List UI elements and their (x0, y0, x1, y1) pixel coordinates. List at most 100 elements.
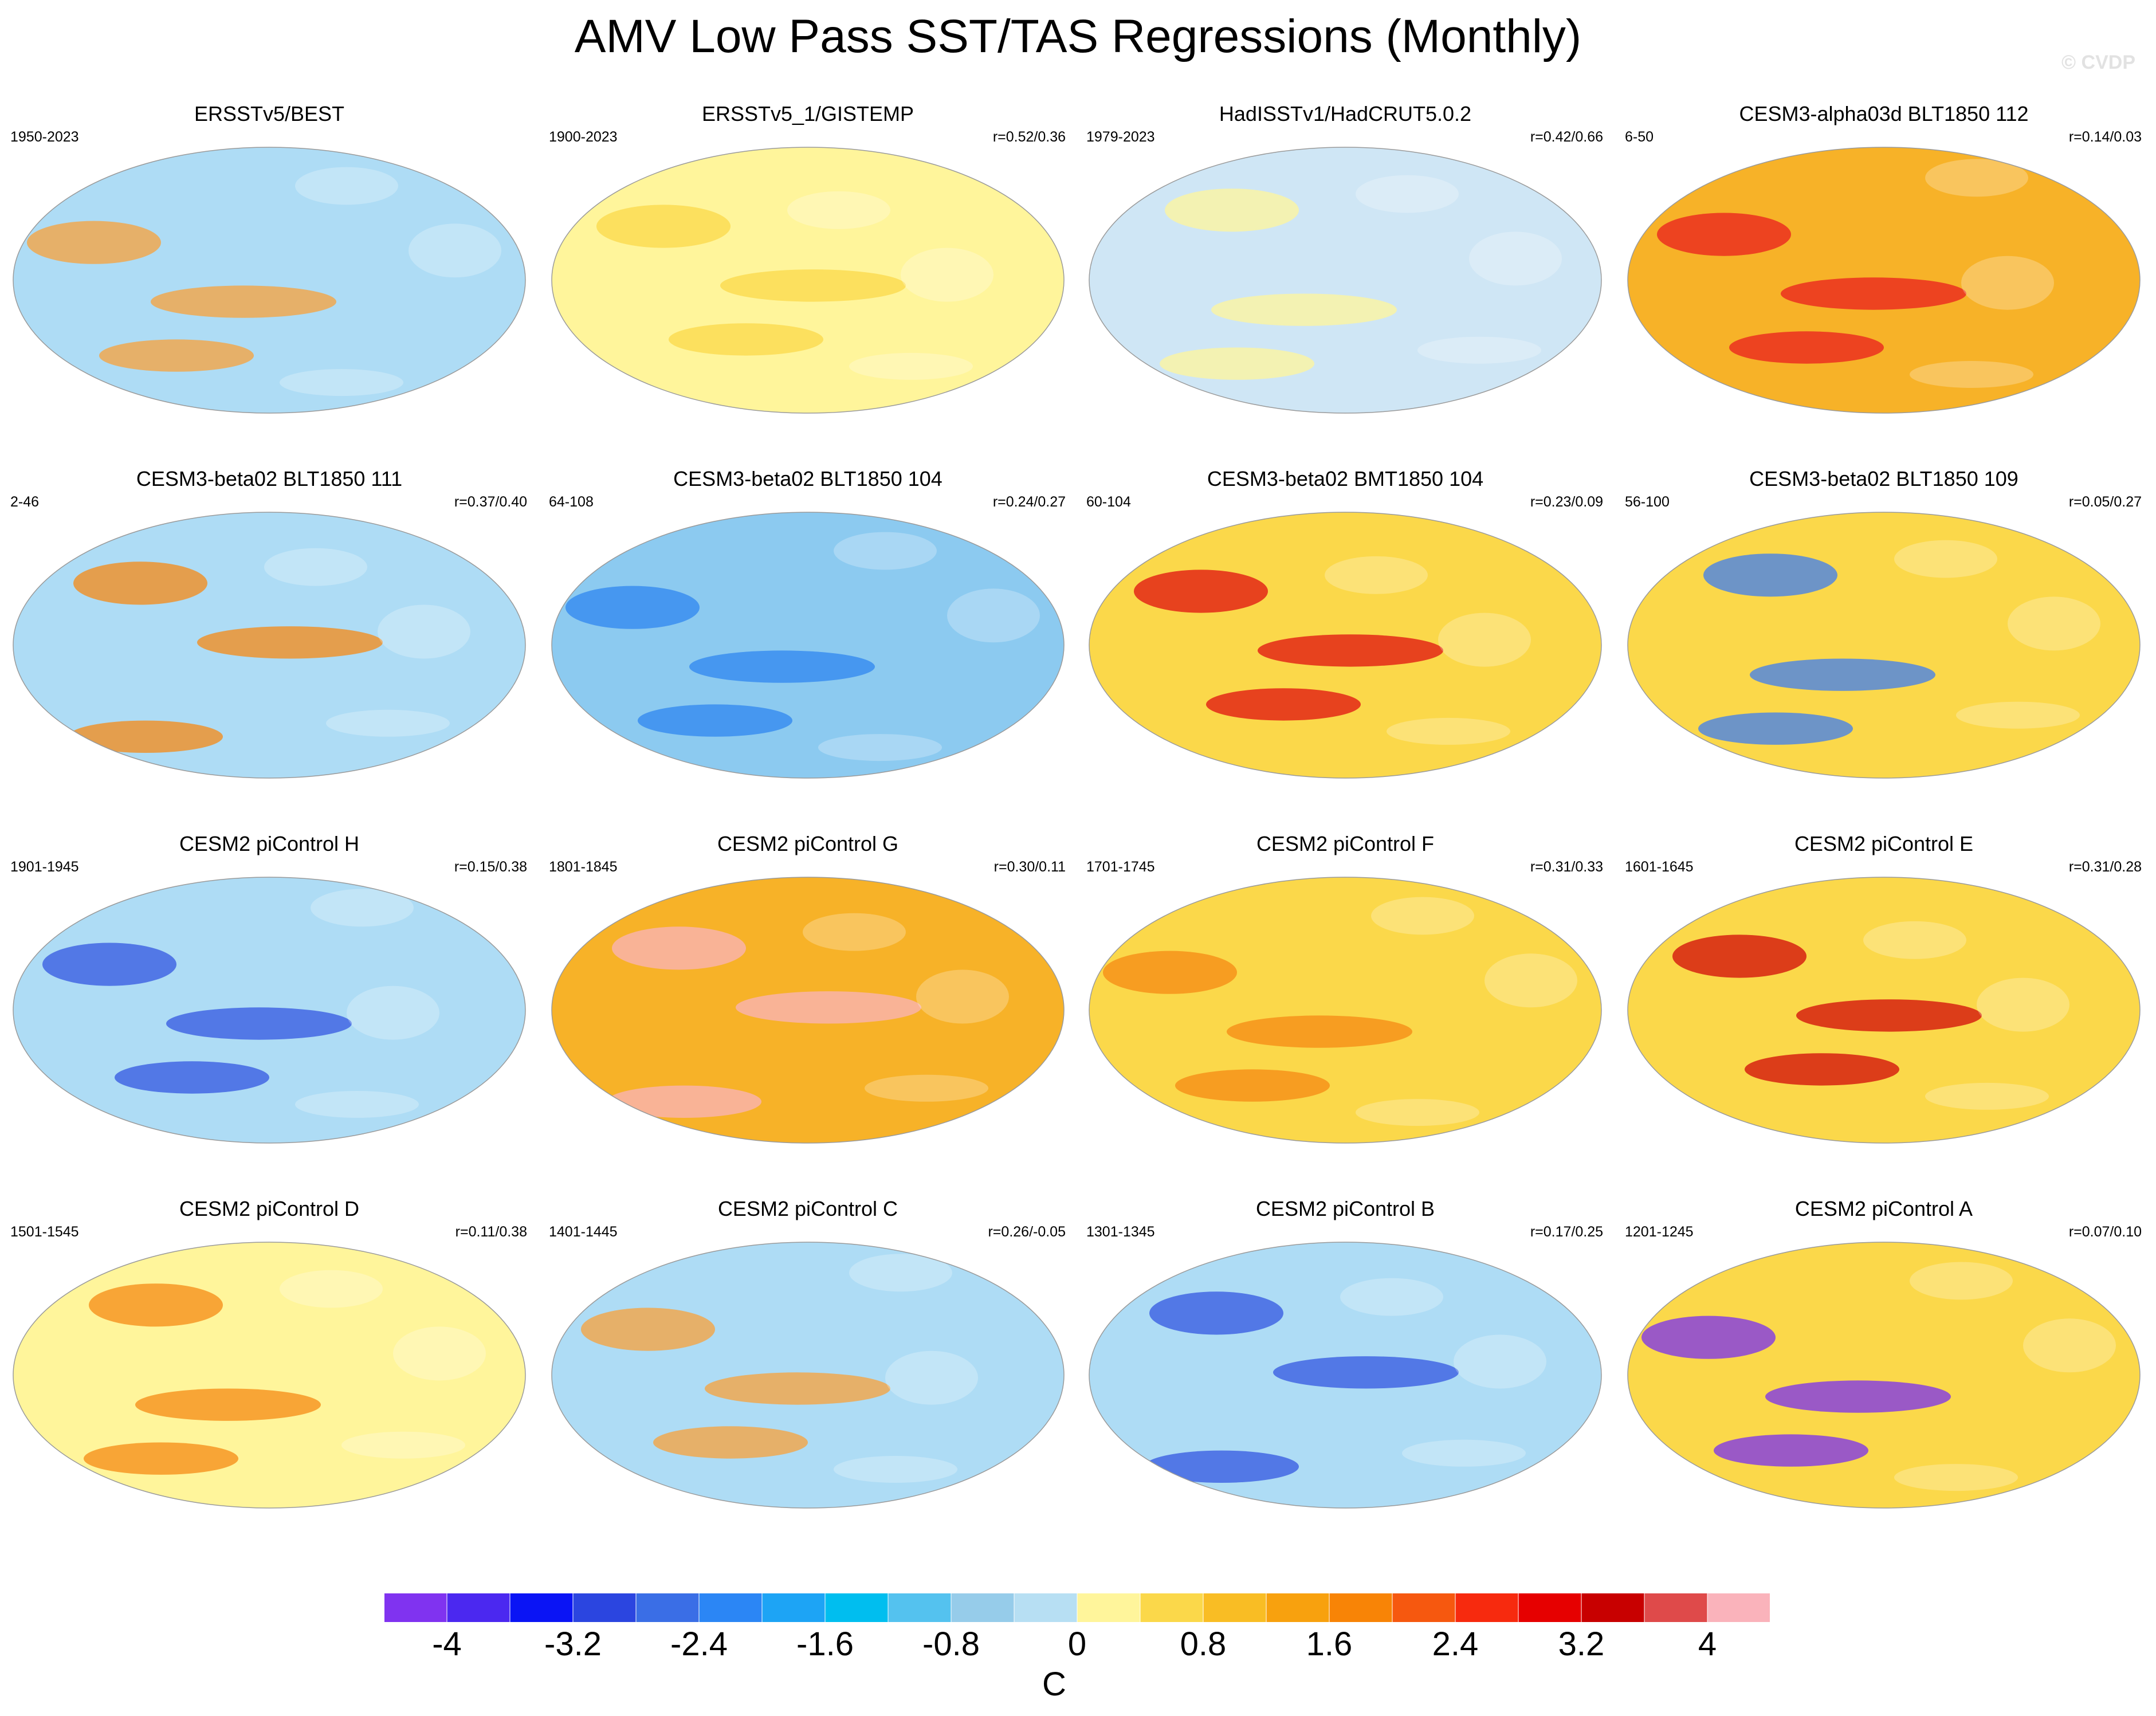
anomaly-blob (916, 969, 1009, 1024)
anomaly-blob (1227, 1015, 1412, 1048)
map-background (552, 512, 1064, 778)
map-outline (13, 512, 526, 779)
map-panel: CESM2 piControl E 1601-1645 r=0.31/0.28 (1615, 832, 2153, 1199)
map-panel: CESM3-beta02 BLT1850 109 56-100 r=0.05/0.2… (1615, 467, 2153, 834)
anomaly-blob (638, 704, 792, 737)
anomaly-blob (1469, 231, 1562, 286)
anomaly-blob (1134, 570, 1268, 613)
anomaly-blob (1402, 1439, 1526, 1467)
anomaly-blob (73, 561, 207, 605)
map-field (1627, 1242, 2141, 1509)
panel-years: 1201-1245 (1625, 1224, 1694, 1240)
panel-years: 1401-1445 (549, 1224, 618, 1240)
anomaly-blob (834, 532, 937, 570)
panel-years: 1801-1845 (549, 859, 618, 875)
anomaly-blob (885, 1350, 978, 1405)
panel-years: 1900-2023 (549, 129, 618, 145)
anomaly-blob (1657, 213, 1791, 256)
panel-correlation: r=0.24/0.27 (992, 494, 1066, 510)
anomaly-blob (99, 339, 254, 372)
colorbar-tick: 4 (1698, 1625, 1717, 1663)
panel-correlation: r=0.30/0.11 (993, 859, 1066, 875)
panel-title: CESM2 piControl F (1256, 832, 1435, 855)
map-panel: CESM2 piControl G 1801-1845 r=0.30/0.11 (539, 832, 1077, 1199)
anomaly-blob (1672, 934, 1807, 978)
anomaly-blob (1910, 1262, 2013, 1300)
anomaly-blob (1925, 159, 2028, 197)
map-panel: CESM2 piControl H 1901-1945 r=0.15/0.38 (0, 832, 539, 1199)
map-outline (1627, 877, 2141, 1144)
watermark: © CVDP (2061, 52, 2135, 73)
page-title: AMV Low Pass SST/TAS Regressions (Monthl… (574, 10, 1582, 62)
panel-years: 2-46 (10, 494, 40, 510)
map-outline (1089, 1242, 1602, 1509)
anomaly-blob (1714, 1434, 1868, 1467)
anomaly-blob (1438, 612, 1531, 667)
panel-title: CESM3-beta02 BLT1850 111 (136, 467, 403, 490)
colorbar-swatch (1014, 1593, 1078, 1623)
anomaly-blob (834, 1456, 957, 1483)
anomaly-blob (865, 1074, 988, 1102)
map-panel: ERSSTv5/BEST 1950-2023 (0, 102, 539, 469)
anomaly-blob (1211, 293, 1397, 326)
panel-years: 60-104 (1086, 494, 1131, 510)
panel-years: 1501-1545 (10, 1224, 79, 1240)
panel-correlation: r=0.23/0.09 (1530, 494, 1603, 510)
anomaly-blob (1863, 921, 1966, 959)
map-panel: CESM3-beta02 BLT1850 111 2-46 r=0.37/0.40 (0, 467, 539, 834)
colorbar-frame (384, 1593, 1770, 1623)
anomaly-blob (1750, 658, 1935, 691)
anomaly-blob (1894, 540, 1997, 578)
colorbar-swatch (1518, 1593, 1582, 1623)
anomaly-blob (326, 709, 450, 737)
anomaly-blob (612, 926, 746, 970)
map-field (1089, 1242, 1602, 1509)
panel-title: CESM2 piControl G (717, 832, 899, 855)
panel-correlation: r=0.52/0.36 (992, 129, 1066, 145)
panel-correlation: r=0.05/0.27 (2068, 494, 2142, 510)
colorbar-tick: 0 (1067, 1625, 1087, 1663)
map-panel: CESM3-beta02 BMT1850 104 60-104 r=0.23/0.0… (1076, 467, 1615, 834)
map-panel: HadISSTv1/HadCRUT5.0.2 1979-2023 r=0.42/0.… (1076, 102, 1615, 469)
map-field (551, 877, 1065, 1144)
anomaly-blob (1961, 256, 2054, 310)
panel-years: 56-100 (1625, 494, 1670, 510)
anomaly-blob (1485, 953, 1577, 1008)
colorbar-swatch (1140, 1593, 1204, 1623)
colorbar (384, 1593, 1770, 1623)
colorbar-swatch (1392, 1593, 1456, 1623)
colorbar-swatch (1644, 1593, 1708, 1623)
map-panel: CESM2 piControl F 1701-1745 r=0.31/0.33 (1076, 832, 1615, 1199)
anomaly-blob (720, 269, 906, 302)
panel-years: 1950-2023 (10, 129, 79, 145)
colorbar-tick: -2.4 (670, 1625, 728, 1663)
anomaly-blob (1273, 1356, 1459, 1389)
anomaly-blob (280, 1270, 383, 1308)
anomaly-blob (166, 1007, 352, 1040)
colorbar-swatch (1077, 1593, 1141, 1623)
anomaly-blob (1894, 1464, 2018, 1491)
panel-correlation: r=0.31/0.28 (2068, 859, 2142, 875)
map-outline (1089, 147, 1602, 414)
anomaly-blob (393, 1326, 486, 1381)
map-panel: CESM3-alpha03d BLT1850 112 6-50 r=0.14/0.0… (1615, 102, 2153, 469)
panel-correlation: r=0.15/0.38 (454, 859, 527, 875)
panel-years: 1979-2023 (1086, 129, 1155, 145)
map-field (13, 512, 526, 779)
anomaly-blob (1796, 999, 1982, 1032)
anomaly-blob (151, 285, 336, 318)
panel-title: CESM3-alpha03d BLT1850 112 (1739, 102, 2029, 125)
anomaly-blob (1165, 189, 1299, 232)
anomaly-blob (1454, 1334, 1546, 1389)
map-outline (1089, 877, 1602, 1144)
colorbar-swatch (951, 1593, 1015, 1623)
map-outline (1627, 512, 2141, 779)
anomaly-blob (1698, 712, 1853, 745)
map-field (1627, 147, 2141, 414)
anomaly-blob (264, 548, 367, 586)
anomaly-blob (818, 734, 942, 761)
colorbar-swatch (573, 1593, 637, 1623)
panel-correlation: r=0.42/0.66 (1530, 129, 1603, 145)
panel-title: CESM3-beta02 BLT1850 104 (673, 467, 942, 490)
anomaly-blob (135, 1388, 321, 1421)
